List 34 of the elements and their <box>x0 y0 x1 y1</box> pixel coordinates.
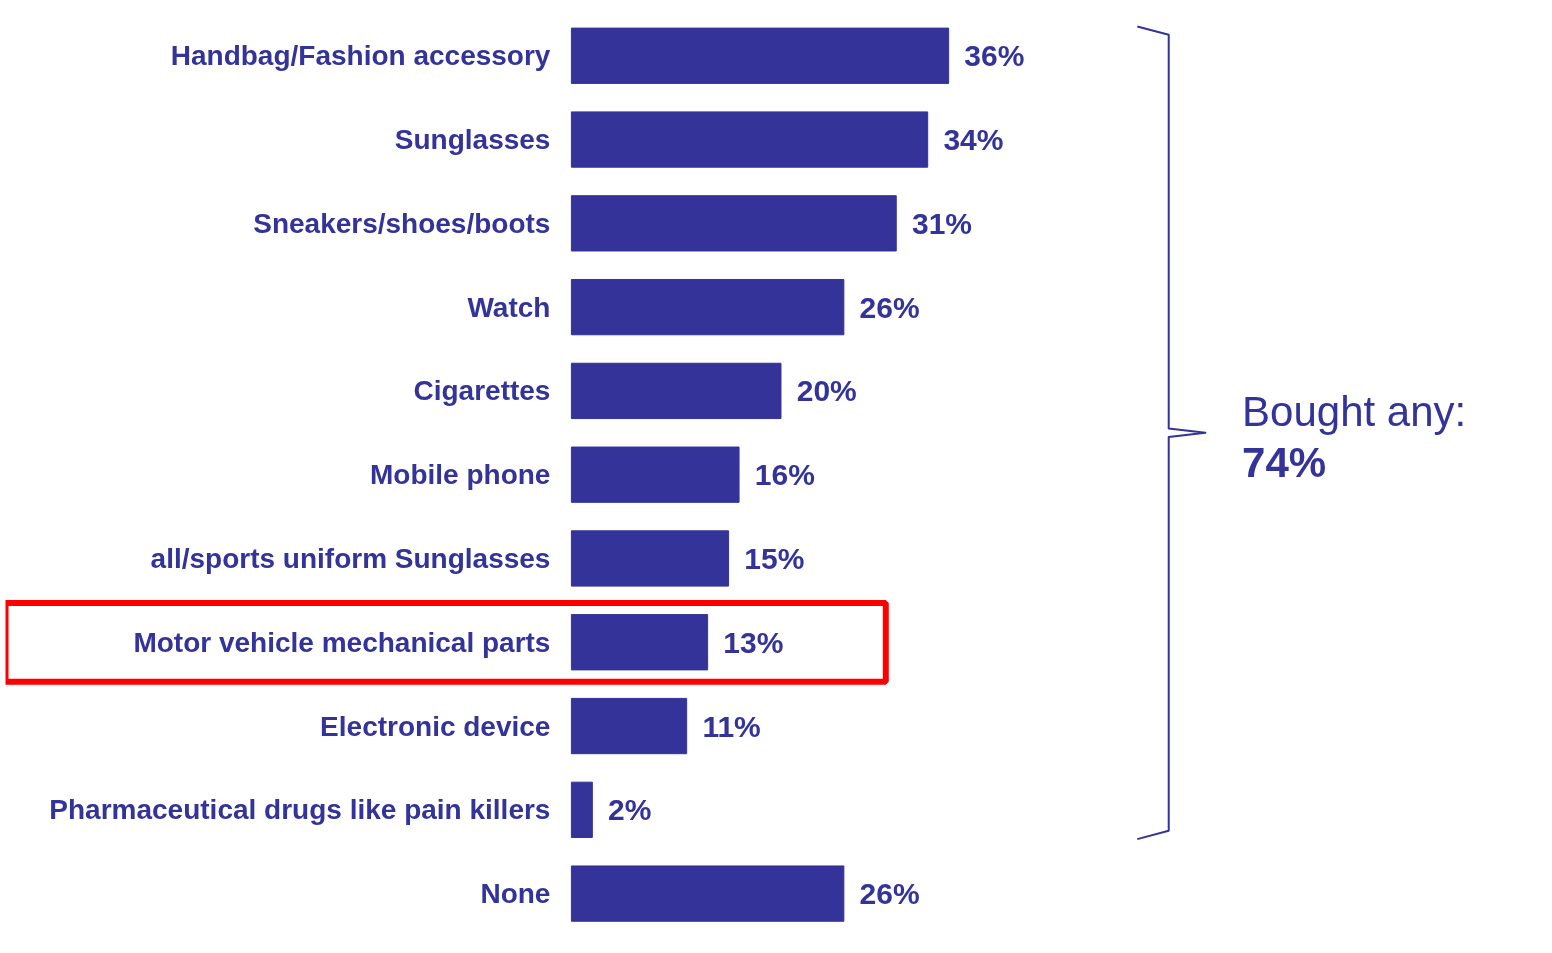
bar <box>570 697 688 755</box>
data-label: 20% <box>796 374 857 408</box>
y-tick-label: Electronic device <box>320 710 551 742</box>
bar <box>570 111 929 168</box>
y-tick-label: Sunglasses <box>394 124 551 156</box>
bar <box>570 278 845 336</box>
data-label: 16% <box>754 458 815 492</box>
bar <box>570 865 845 922</box>
bar <box>570 614 709 671</box>
bar <box>570 362 782 420</box>
y-tick-label: Mobile phone <box>370 459 551 491</box>
y-tick-label: None <box>480 878 551 910</box>
y-tick-label: Pharmaceutical drugs like pain killers <box>49 794 551 826</box>
y-tick-label: Cigarettes <box>413 375 551 407</box>
data-label: 26% <box>859 290 920 324</box>
bar <box>570 27 950 84</box>
bar <box>570 781 593 838</box>
data-label: 36% <box>964 39 1025 73</box>
y-tick-label: all/sports uniform Sunglasses <box>150 542 551 574</box>
bar <box>570 530 730 587</box>
y-tick-label: Sneakers/shoes/boots <box>253 207 551 239</box>
data-label: 2% <box>608 793 652 827</box>
text: Bought any: 74% <box>1242 388 1467 486</box>
y-tick-label: Handbag/Fashion accessory <box>170 40 551 72</box>
y-tick-label: Watch <box>467 291 551 323</box>
data-label: 31% <box>911 206 973 240</box>
data-label: 26% <box>859 877 920 911</box>
data-label: 34% <box>943 123 1004 157</box>
bar <box>570 446 740 503</box>
y-tick-label: Motor vehicle mechanical parts <box>133 626 551 658</box>
data-label: 11% <box>702 709 761 743</box>
data-label: 13% <box>723 625 784 659</box>
data-label: 15% <box>744 541 805 575</box>
bar <box>570 195 897 252</box>
